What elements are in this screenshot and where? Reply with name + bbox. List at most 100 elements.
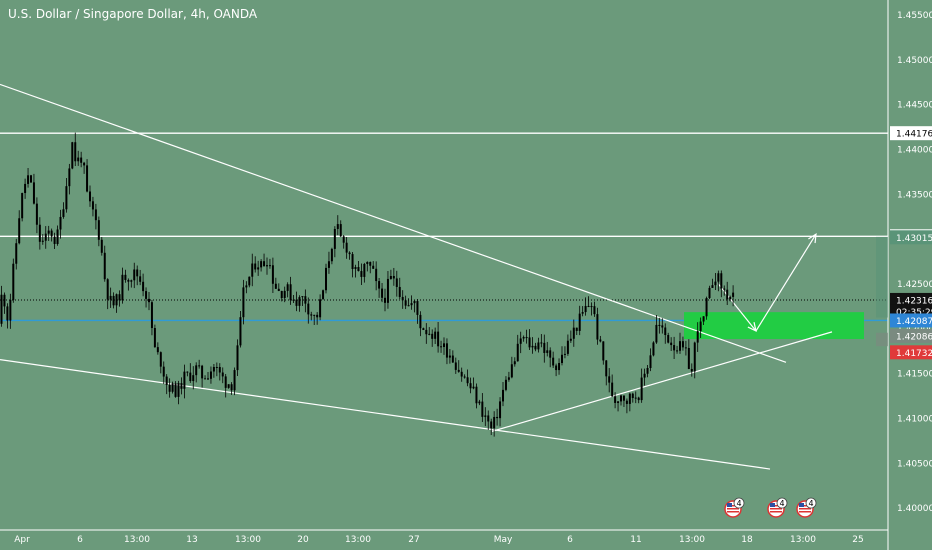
candle	[711, 285, 714, 288]
trend-line	[0, 83, 787, 363]
candle	[699, 321, 702, 332]
price-badge-label: 02:35:29	[896, 308, 932, 318]
candle	[552, 357, 555, 366]
candle	[369, 261, 372, 266]
candle	[139, 276, 142, 282]
candle	[97, 220, 100, 240]
candle	[274, 283, 277, 289]
time-tick-label: 25	[852, 535, 863, 545]
candle	[496, 416, 499, 419]
candle	[53, 236, 56, 244]
time-tick-label: 13:00	[679, 535, 705, 545]
time-tick-label: 6	[77, 535, 83, 545]
flag-stripe	[770, 505, 782, 507]
candle	[416, 301, 419, 315]
candle	[65, 186, 68, 210]
price-range-strip	[876, 236, 888, 318]
candle	[596, 314, 599, 340]
us-flag-event-icon[interactable]: 4	[724, 497, 745, 518]
candle	[86, 165, 89, 192]
candle	[401, 296, 404, 301]
price-axis[interactable]: 1.400001.405001.410001.415001.420001.425…	[887, 0, 932, 550]
candle	[667, 335, 670, 343]
candle	[563, 353, 566, 355]
candle	[504, 379, 507, 390]
event-markers: 4 4 4	[724, 497, 817, 518]
candle	[593, 306, 596, 315]
candle	[80, 157, 83, 163]
candle	[148, 298, 150, 303]
candle	[646, 368, 649, 374]
candle	[708, 287, 711, 299]
event-count-bubble	[733, 497, 745, 509]
candle	[543, 342, 546, 353]
candle	[268, 265, 271, 267]
candle	[236, 345, 239, 371]
time-tick-label: 11	[630, 535, 641, 545]
candle	[204, 378, 207, 380]
candle	[443, 343, 445, 347]
candle	[41, 240, 44, 242]
candle	[705, 298, 708, 317]
candle	[118, 294, 121, 301]
candle	[555, 365, 558, 371]
candle	[634, 397, 637, 399]
candle	[676, 350, 679, 352]
candle	[295, 299, 298, 306]
candle	[150, 302, 153, 329]
candle	[168, 384, 171, 392]
candle	[679, 341, 681, 351]
candle	[649, 355, 652, 369]
candle	[454, 362, 457, 370]
price-badge-label: 1.42087	[896, 317, 932, 327]
candle	[386, 278, 389, 303]
candle	[189, 372, 192, 382]
candle	[165, 376, 168, 385]
candle	[620, 395, 622, 402]
candle	[549, 350, 552, 358]
candle	[566, 340, 569, 354]
flag-canton	[770, 503, 775, 507]
candle	[410, 303, 413, 306]
candle	[201, 365, 204, 379]
candle	[655, 324, 658, 343]
candle	[637, 397, 640, 401]
candle	[322, 290, 325, 300]
chart-title: U.S. Dollar / Singapore Dollar, 4h, OAND…	[8, 7, 258, 21]
candle	[732, 292, 735, 297]
candle	[195, 365, 198, 376]
candle	[30, 175, 32, 183]
candle	[457, 369, 460, 372]
candle	[310, 314, 313, 316]
time-axis[interactable]: Apr 6 13:00 13 13:00 20 13:00 27 May 6 11 13:00 18 13…	[0, 529, 888, 545]
candle	[18, 218, 21, 244]
candle	[537, 342, 540, 350]
price-tick-label: 1.40000	[897, 504, 932, 514]
candle	[218, 367, 221, 373]
us-flag-event-icon[interactable]: 4	[767, 497, 788, 518]
candle	[239, 317, 242, 346]
candle	[628, 393, 631, 404]
time-tick-label: Apr	[14, 535, 30, 545]
candle	[578, 313, 581, 331]
flag-stripe	[799, 505, 811, 507]
candle	[681, 341, 684, 348]
candle	[230, 384, 233, 391]
time-tick-label: 13	[186, 535, 197, 545]
candle	[463, 376, 466, 378]
candle	[431, 333, 434, 339]
candle	[546, 350, 549, 353]
candle	[389, 275, 392, 279]
candle	[21, 193, 24, 219]
drawings-layer	[0, 83, 888, 470]
candle	[44, 233, 47, 241]
candle	[103, 252, 106, 280]
us-flag-event-icon[interactable]: 4	[796, 497, 817, 518]
trend-line	[491, 331, 833, 432]
candle	[115, 294, 118, 306]
candle	[717, 273, 720, 282]
candles-layer	[0, 132, 735, 437]
candle	[587, 305, 590, 307]
candle	[661, 325, 664, 328]
